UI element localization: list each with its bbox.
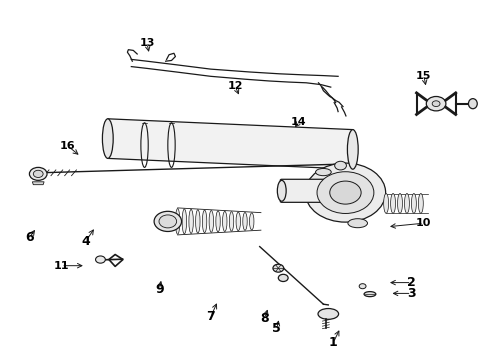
Ellipse shape <box>216 211 220 232</box>
Circle shape <box>317 172 374 213</box>
Ellipse shape <box>249 213 254 230</box>
Circle shape <box>330 181 361 204</box>
Text: 10: 10 <box>416 218 432 228</box>
Ellipse shape <box>384 194 389 213</box>
Ellipse shape <box>347 130 358 169</box>
Circle shape <box>278 274 288 282</box>
Ellipse shape <box>102 119 113 158</box>
Ellipse shape <box>418 194 423 213</box>
Ellipse shape <box>468 99 477 109</box>
Ellipse shape <box>348 219 368 228</box>
Circle shape <box>426 96 446 111</box>
Circle shape <box>305 163 386 222</box>
FancyBboxPatch shape <box>280 179 342 202</box>
Ellipse shape <box>209 211 214 232</box>
Ellipse shape <box>391 194 395 213</box>
Ellipse shape <box>189 210 194 233</box>
Text: 3: 3 <box>407 287 416 300</box>
Ellipse shape <box>196 210 200 233</box>
Ellipse shape <box>229 212 234 231</box>
Text: 9: 9 <box>155 283 164 296</box>
Ellipse shape <box>273 264 284 272</box>
Circle shape <box>359 284 366 289</box>
Circle shape <box>159 215 177 228</box>
Text: 4: 4 <box>81 235 90 248</box>
Text: 7: 7 <box>206 310 215 323</box>
Ellipse shape <box>222 211 227 231</box>
Ellipse shape <box>404 194 409 213</box>
Circle shape <box>96 256 105 263</box>
Circle shape <box>29 167 47 180</box>
Ellipse shape <box>175 208 180 234</box>
Polygon shape <box>32 182 44 185</box>
Text: 15: 15 <box>416 71 432 81</box>
Ellipse shape <box>397 194 402 213</box>
Ellipse shape <box>318 309 339 319</box>
Circle shape <box>432 101 440 107</box>
Text: 11: 11 <box>53 261 69 271</box>
Ellipse shape <box>364 292 376 297</box>
Ellipse shape <box>316 168 331 176</box>
Text: 2: 2 <box>407 276 416 289</box>
Ellipse shape <box>277 180 286 201</box>
Text: 5: 5 <box>272 322 281 335</box>
Circle shape <box>154 211 182 231</box>
Ellipse shape <box>182 209 187 234</box>
Ellipse shape <box>202 210 207 233</box>
Ellipse shape <box>243 212 247 230</box>
Text: 12: 12 <box>227 81 243 91</box>
Text: 14: 14 <box>291 117 307 127</box>
Text: 1: 1 <box>329 336 338 349</box>
Text: 16: 16 <box>60 141 75 151</box>
Text: 8: 8 <box>260 312 269 325</box>
Ellipse shape <box>412 194 416 213</box>
Polygon shape <box>108 119 353 169</box>
Circle shape <box>335 161 346 170</box>
Text: 13: 13 <box>139 38 155 48</box>
Text: 6: 6 <box>25 231 34 244</box>
Ellipse shape <box>236 212 241 231</box>
Circle shape <box>33 170 43 177</box>
